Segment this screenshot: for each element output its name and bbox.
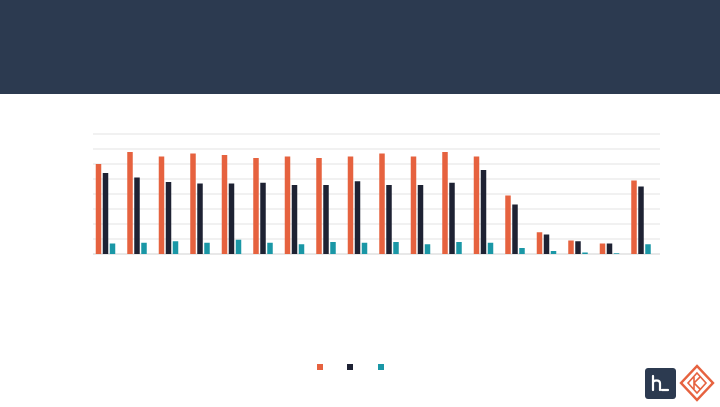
bar-series-2-group-1 [102, 173, 109, 254]
bar-series-1-group-18 [631, 180, 637, 254]
bar-series-2-group-12 [449, 182, 455, 254]
bar-series-3-group-6 [267, 242, 273, 254]
bar-series-2-group-8 [323, 185, 329, 254]
bar-series-1-group-6 [253, 158, 259, 254]
legend-swatch-series-3 [378, 364, 384, 370]
bar-series-2-group-5 [228, 183, 235, 254]
bar-series-3-group-12 [456, 242, 462, 254]
bar-series-2-group-15 [543, 234, 550, 254]
bar-series-3-group-13 [487, 242, 494, 254]
legend-swatch-series-1 [317, 364, 323, 370]
bar-series-3-group-14 [519, 248, 525, 254]
bar-series-3-group-9 [361, 242, 368, 254]
bar-series-3-group-4 [204, 242, 210, 254]
bar-series-2-group-4 [197, 183, 203, 254]
bar-series-2-group-6 [260, 182, 266, 254]
chart-bars [95, 152, 651, 254]
bar-series-2-group-16 [575, 241, 581, 254]
bar-series-2-group-2 [134, 177, 140, 254]
legend-swatch-series-2 [347, 364, 353, 370]
chart-legend [0, 364, 720, 374]
bar-series-1-group-17 [599, 243, 606, 254]
bar-series-3-group-17 [613, 253, 620, 254]
bar-series-1-group-1 [95, 164, 102, 254]
bar-series-2-group-7 [291, 185, 298, 254]
bar-series-1-group-11 [410, 156, 417, 254]
h-logo-icon [645, 368, 676, 399]
bar-series-2-group-10 [386, 185, 392, 254]
bar-series-1-group-3 [158, 156, 165, 254]
bar-series-1-group-13 [473, 156, 480, 254]
chart-gridlines [93, 133, 660, 255]
header-band [0, 0, 720, 94]
bar-series-1-group-9 [347, 156, 354, 254]
bar-series-1-group-4 [190, 153, 196, 254]
bar-series-3-group-11 [424, 244, 431, 254]
bar-series-2-group-14 [512, 204, 518, 254]
bar-series-2-group-9 [354, 181, 361, 254]
bar-series-2-group-18 [638, 186, 644, 254]
bar-series-2-group-13 [480, 170, 487, 254]
bar-series-3-group-2 [141, 242, 147, 254]
bar-series-3-group-1 [109, 243, 116, 254]
bar-series-2-group-3 [165, 182, 172, 254]
bar-series-3-group-10 [393, 242, 399, 254]
bar-series-1-group-10 [379, 153, 385, 254]
diamond-logo-icon [679, 364, 715, 402]
bar-series-1-group-15 [536, 232, 543, 254]
bar-series-1-group-5 [221, 155, 228, 254]
bar-series-1-group-8 [316, 158, 322, 254]
bar-series-3-group-5 [235, 239, 242, 254]
bar-series-3-group-18 [645, 244, 651, 254]
bar-series-1-group-16 [568, 240, 574, 254]
bar-series-3-group-15 [550, 251, 557, 254]
bar-series-1-group-12 [442, 152, 448, 254]
bar-series-3-group-8 [330, 242, 336, 254]
bar-series-1-group-2 [127, 152, 133, 254]
bar-series-1-group-7 [284, 156, 291, 254]
bar-series-2-group-17 [606, 243, 613, 254]
bar-series-3-group-7 [298, 244, 305, 254]
bar-series-1-group-14 [505, 195, 511, 254]
bar-series-2-group-11 [417, 185, 424, 254]
bar-series-3-group-3 [172, 241, 179, 254]
bar-series-3-group-16 [582, 252, 588, 254]
